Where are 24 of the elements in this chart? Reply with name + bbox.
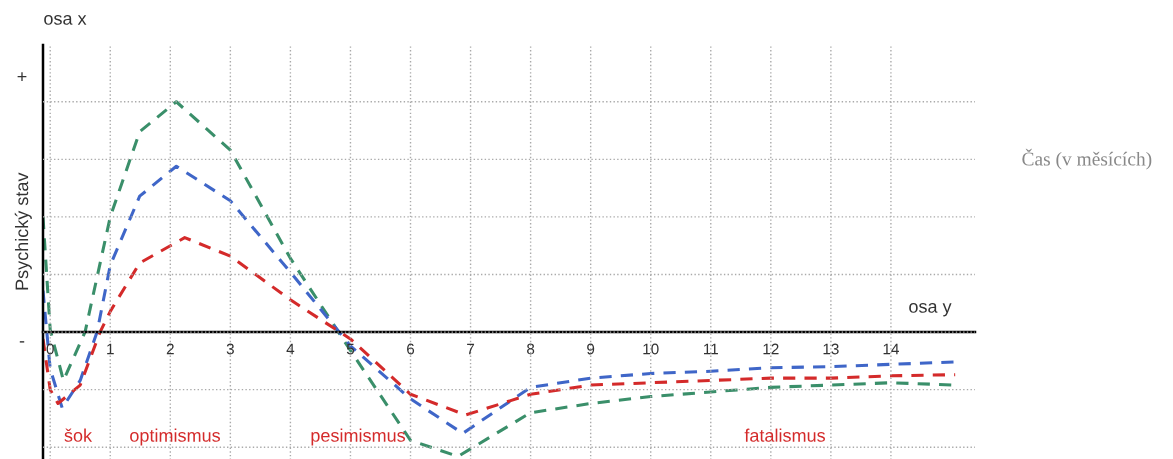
annotation: fatalismus (744, 428, 825, 442)
annotation: osa y (909, 302, 952, 317)
y-axis-title: Psychický stav (14, 172, 32, 290)
x-tick-label: 13 (823, 343, 839, 355)
x-tick-label: 11 (704, 343, 718, 355)
text: + (17, 72, 27, 82)
x-tick-label: 12 (763, 343, 779, 355)
annotation: šok (64, 428, 93, 442)
text: - (19, 341, 25, 343)
x-tick-label: 1 (107, 343, 114, 355)
annotation: optimismus (130, 428, 220, 446)
x-tick-label: 8 (527, 343, 535, 355)
text: osa x (44, 14, 87, 25)
x-tick-label: 0 (46, 343, 54, 355)
annotation: pesimismus (311, 428, 406, 446)
x-tick-label: 9 (587, 343, 595, 355)
x-tick-label: 3 (226, 343, 234, 355)
x-tick-label: 2 (166, 343, 174, 355)
x-tick-label: 10 (643, 343, 659, 355)
x-tick-label: 6 (407, 343, 415, 355)
x-tick-label: 14 (883, 343, 899, 355)
x-tick-label: 7 (467, 343, 475, 355)
x-tick-label: 4 (286, 343, 295, 355)
x-axis-title: Čas (v měsících) (1022, 148, 1152, 170)
